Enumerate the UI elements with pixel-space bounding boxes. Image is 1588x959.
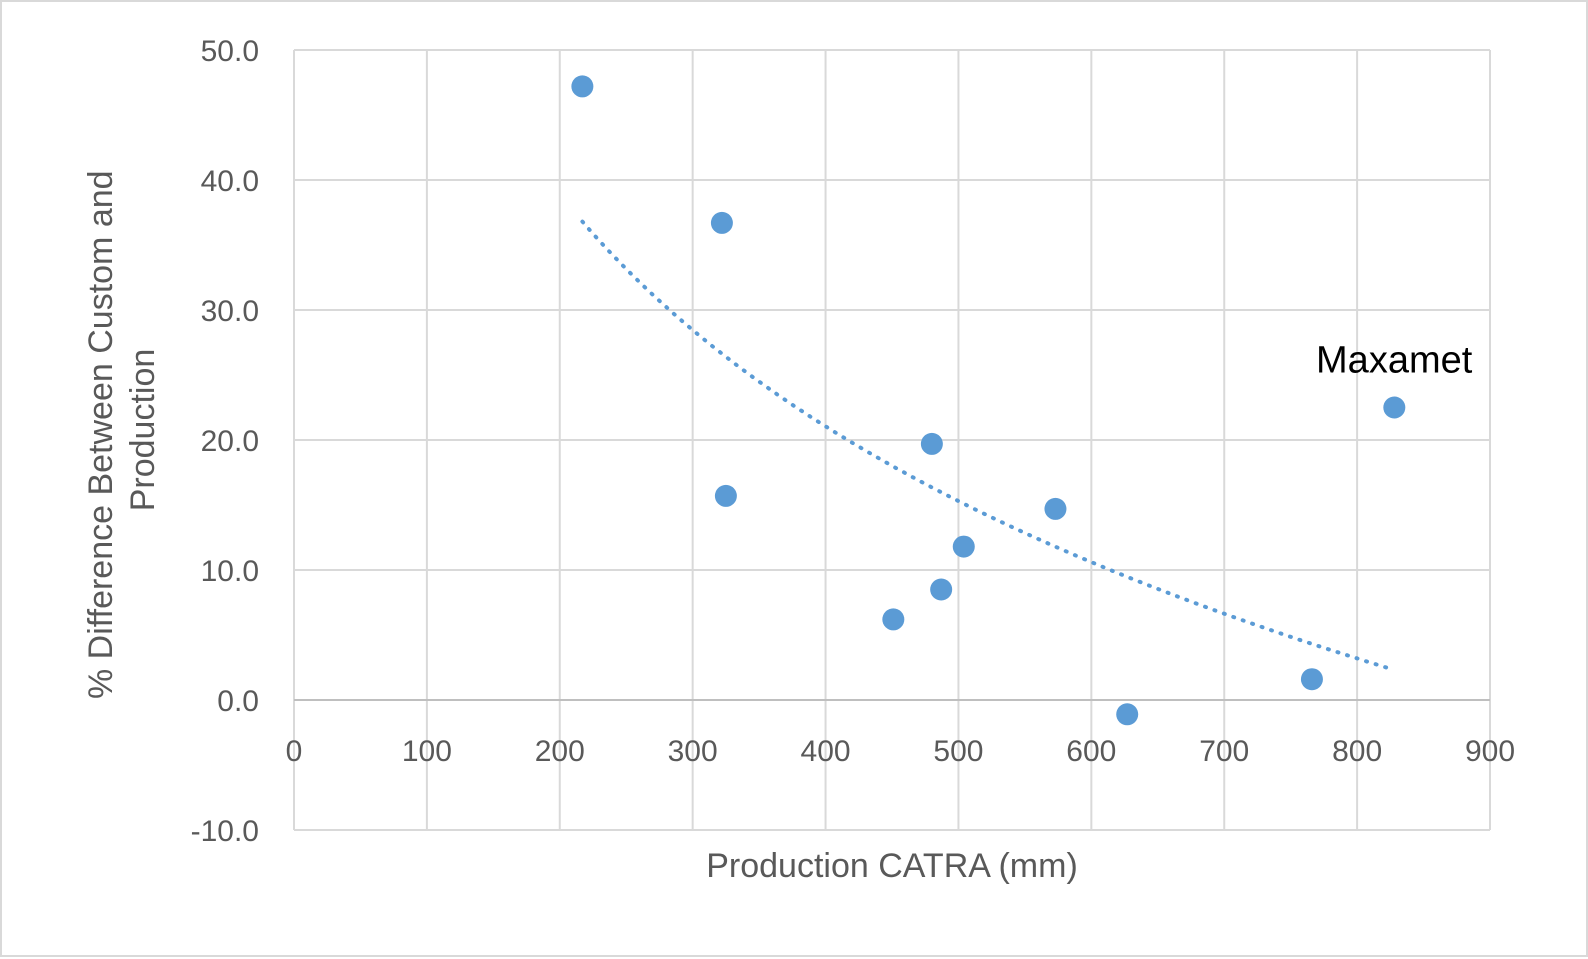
data-point bbox=[920, 432, 943, 455]
data-point bbox=[714, 484, 737, 507]
x-tick-label: 0 bbox=[286, 735, 303, 768]
x-tick-label: 700 bbox=[1199, 735, 1249, 768]
y-axis-title: % Difference Between Custom and Producti… bbox=[82, 161, 162, 699]
data-point bbox=[710, 211, 733, 234]
x-axis-title: Production CATRA (mm) bbox=[706, 847, 1078, 885]
x-tick-label: 200 bbox=[535, 735, 585, 768]
labels-layer: Production CATRA (mm) % Difference Betwe… bbox=[82, 35, 1515, 885]
data-point bbox=[1044, 497, 1067, 520]
data-point bbox=[930, 578, 953, 601]
y-tick-label: -10.0 bbox=[191, 815, 259, 848]
data-point bbox=[882, 608, 905, 631]
annotation-maxamet: Maxamet bbox=[1316, 340, 1473, 382]
y-tick-label: 50.0 bbox=[201, 35, 259, 68]
x-tick-label: 300 bbox=[668, 735, 718, 768]
grid-layer bbox=[293, 49, 1491, 831]
x-tick-label: 500 bbox=[933, 735, 983, 768]
y-tick-label: 0.0 bbox=[217, 685, 259, 718]
data-point bbox=[1300, 668, 1323, 691]
data-point bbox=[952, 535, 975, 558]
data-point bbox=[1116, 703, 1139, 726]
y-tick-label: 10.0 bbox=[201, 555, 259, 588]
points-layer bbox=[571, 75, 1406, 726]
x-tick-label: 400 bbox=[801, 735, 851, 768]
y-tick-label: 20.0 bbox=[201, 425, 259, 458]
x-tick-label: 600 bbox=[1066, 735, 1116, 768]
data-point bbox=[1383, 396, 1406, 419]
data-point bbox=[571, 75, 594, 98]
x-tick-label: 100 bbox=[402, 735, 452, 768]
trendline-layer bbox=[580, 219, 1389, 670]
x-tick-label: 800 bbox=[1332, 735, 1382, 768]
y-axis-title-line-1: % Difference Between Custom and bbox=[82, 170, 120, 699]
y-axis-title-line-2: Production bbox=[124, 349, 162, 512]
trendline bbox=[580, 219, 1389, 670]
x-tick-label: 900 bbox=[1465, 735, 1515, 768]
y-tick-label: 40.0 bbox=[201, 165, 259, 198]
y-tick-label: 30.0 bbox=[201, 295, 259, 328]
